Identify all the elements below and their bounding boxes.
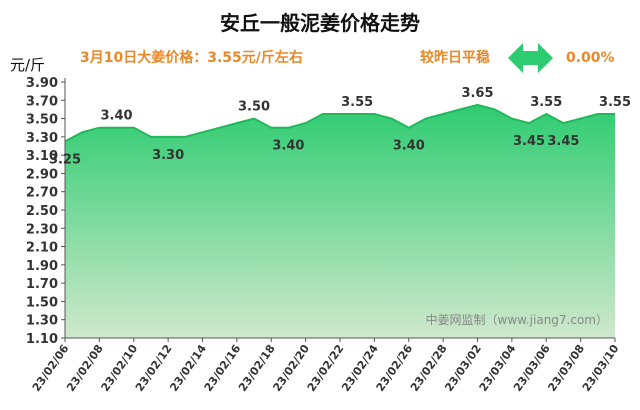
data-label: 3.40 (393, 139, 425, 154)
y-tick-label: 1.70 (26, 277, 58, 292)
y-tick-label: 2.10 (26, 241, 58, 256)
y-tick-label: 3.30 (26, 131, 58, 146)
y-tick-label: 2.90 (26, 167, 58, 182)
y-tick-label: 2.30 (26, 222, 58, 237)
chart-title: 安丘一般泥姜价格走势 (220, 11, 420, 35)
area-fill (65, 104, 615, 339)
series-line (64, 103, 615, 143)
y-tick-label: 3.70 (26, 94, 58, 109)
plot-area: 1.10 1.30 1.50 1.70 1.90 2.10 2.30 2.50 2.70 2.90… (26, 76, 631, 394)
data-label: 3.40 (272, 139, 304, 154)
y-tick-label: 1.50 (26, 295, 58, 310)
y-axis-unit-label: 元/斤 (10, 56, 45, 74)
y-tick-label: 1.10 (26, 332, 58, 347)
y-tick-label: 1.90 (26, 259, 58, 274)
double-arrow-icon (508, 43, 553, 73)
change-value: 0.00% (566, 50, 615, 66)
data-label: 3.45 (513, 134, 545, 149)
data-label: 3.40 (101, 109, 133, 124)
y-tick-label: 1.30 (26, 314, 58, 329)
data-label: 3.65 (461, 86, 493, 101)
data-label: 3.30 (152, 148, 184, 163)
y-tick-label: 2.70 (26, 186, 58, 201)
data-label: 3.55 (599, 95, 631, 110)
price-note: 3月10日大姜价格：3.55元/斤左右 (80, 49, 303, 66)
y-tick-label: 3.90 (26, 76, 58, 91)
y-tick-label: 3.10 (26, 149, 58, 164)
data-label: 3.50 (238, 100, 270, 115)
data-label: 3.25 (49, 152, 81, 167)
y-tick-label: 2.50 (26, 204, 58, 219)
data-label: 3.55 (530, 95, 562, 110)
data-label: 3.45 (547, 134, 579, 149)
data-label: 3.55 (341, 95, 373, 110)
change-label: 较昨日平稳 (420, 49, 490, 66)
y-tick-label: 3.50 (26, 113, 58, 128)
watermark: 中姜网监制（www.jiang7.com） (426, 312, 608, 327)
